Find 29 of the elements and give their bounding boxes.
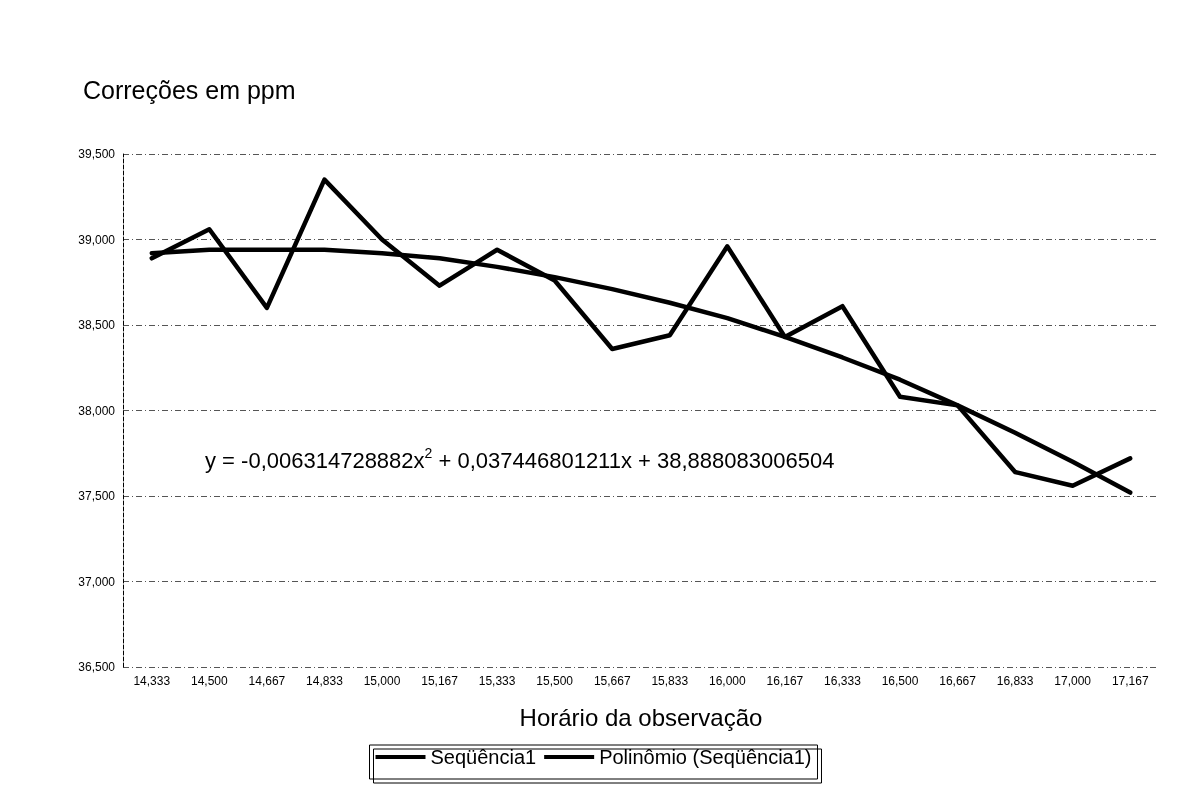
x-tick-label: 14,333 <box>133 674 171 688</box>
x-tick-label: 16,333 <box>824 674 862 688</box>
x-tick-label: 16,500 <box>881 674 919 688</box>
x-axis-title: Horário da observação <box>519 703 763 731</box>
x-tick-label: 15,333 <box>478 674 516 688</box>
x-tick-label: 14,500 <box>190 674 229 688</box>
x-tick-label: 15,167 <box>421 674 459 688</box>
x-tick-label: 15,000 <box>363 674 401 688</box>
x-tick-label: 15,667 <box>593 674 631 688</box>
y-tick-label: 38,000 <box>78 403 116 418</box>
y-tick-label: 36,500 <box>78 660 116 674</box>
x-tick-label: 16,833 <box>996 674 1034 688</box>
x-tick-label: 16,000 <box>708 674 747 688</box>
y-tick-label: 37,500 <box>78 489 116 503</box>
x-tick-label: 14,833 <box>306 674 344 688</box>
x-tick-label: 17,000 <box>1054 674 1092 688</box>
y-tick-label: 38,500 <box>78 318 116 332</box>
x-tick-label: 15,500 <box>536 674 574 688</box>
y-tick-label: 37,000 <box>78 574 116 589</box>
y-tick-label: 39,000 <box>78 232 116 247</box>
x-tick-label: 17,167 <box>1111 674 1149 688</box>
x-tick-label: 15,833 <box>651 674 689 688</box>
x-tick-label: 16,667 <box>939 674 977 688</box>
legend-label: Polinômio (Seqüência1) <box>599 746 812 768</box>
legend-label: Seqüência1 <box>430 746 537 768</box>
x-tick-label: 14,667 <box>248 674 286 688</box>
chart-title: Correções em ppm <box>83 75 296 104</box>
x-tick-label: 16,167 <box>766 674 804 688</box>
y-tick-label: 39,500 <box>78 147 116 161</box>
